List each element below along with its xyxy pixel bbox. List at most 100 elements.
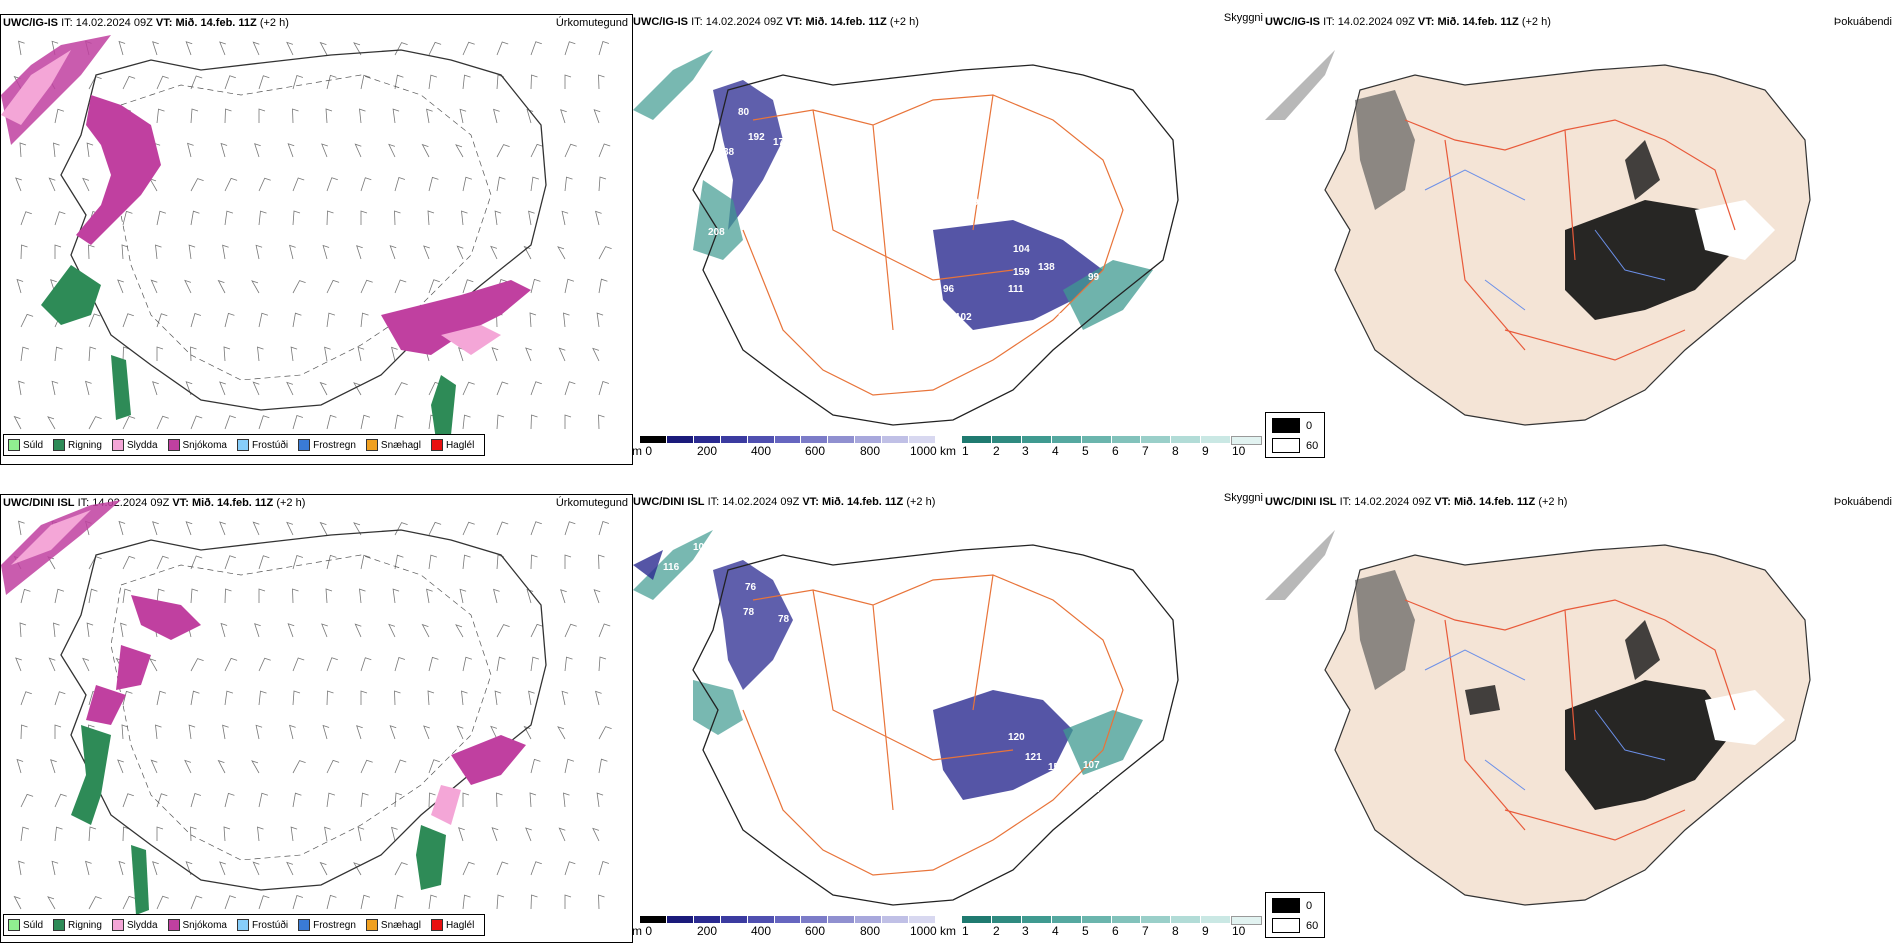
wind-barb bbox=[459, 108, 467, 124]
visibility-colorbar-cell bbox=[1231, 436, 1263, 445]
vt-value: Mið. 14.feb. 11Z bbox=[821, 496, 904, 508]
wind-barb bbox=[598, 246, 612, 260]
fog-panel-bottom: UWC/DINI ISL IT: 14.02.2024 09Z VT: Mið.… bbox=[1265, 494, 1900, 941]
ceiling-colorbar-cell bbox=[693, 436, 721, 443]
wind-barb bbox=[428, 759, 440, 774]
precip-panel-bottom: UWC/DINI ISL IT: 14.02.2024 09Z VT: Mið.… bbox=[0, 494, 633, 943]
wind-barb bbox=[152, 861, 159, 876]
ceiling-label: 96 bbox=[943, 284, 955, 295]
wind-barb bbox=[224, 177, 238, 192]
tick-label: 600 bbox=[805, 924, 826, 938]
wind-barb bbox=[155, 244, 162, 260]
ceiling-label: 607 bbox=[773, 657, 790, 668]
model-name: UWC/DINI ISL bbox=[633, 496, 705, 508]
wind-barb bbox=[258, 690, 267, 706]
wind-barb bbox=[530, 143, 544, 158]
wind-barb bbox=[558, 347, 566, 362]
unit-label: km bbox=[940, 924, 956, 938]
legend-label: Frostúði bbox=[251, 919, 289, 931]
wind-barb bbox=[598, 860, 610, 876]
wind-barb bbox=[356, 725, 363, 740]
visibility-colorbar-cell bbox=[962, 436, 992, 443]
wind-barb bbox=[564, 861, 576, 876]
tick-label: 8 bbox=[1172, 444, 1179, 458]
wind-barb bbox=[258, 312, 269, 328]
visibility-map: 192 175 80 88 76 254 208 138 159 111 99 … bbox=[633, 50, 1179, 426]
wind-barb bbox=[292, 414, 304, 430]
wind-barb bbox=[18, 860, 25, 876]
wind-barb bbox=[150, 759, 158, 774]
wind-barb bbox=[428, 554, 438, 570]
wind-barb bbox=[391, 826, 398, 842]
tick-label: 4 bbox=[1052, 444, 1059, 458]
wind-barb bbox=[217, 759, 226, 774]
wind-barb bbox=[326, 759, 340, 774]
wind-barb bbox=[496, 41, 509, 56]
wind-barb bbox=[47, 896, 56, 910]
wind-barb bbox=[252, 521, 260, 536]
wind-barb bbox=[353, 862, 362, 876]
ceiling-label: 192 bbox=[748, 132, 765, 143]
panel-header: UWC/DINI ISL IT: 14.02.2024 09Z VT: Mið.… bbox=[1265, 494, 1900, 510]
visibility-panel-top: UWC/IG-IS IT: 14.02.2024 09Z VT: Mið. 14… bbox=[633, 12, 1263, 463]
wind-barb bbox=[598, 380, 610, 396]
wind-barb bbox=[529, 312, 537, 328]
wind-barb bbox=[428, 176, 439, 192]
wind-barb bbox=[496, 792, 503, 808]
wind-barb bbox=[530, 74, 538, 90]
precip-legend-item-6: Snæhagl bbox=[365, 439, 421, 451]
wind-barb bbox=[496, 894, 505, 910]
wind-barb bbox=[184, 279, 192, 294]
wind-barb bbox=[190, 75, 203, 90]
wind-barb bbox=[360, 414, 371, 430]
ceiling-colorbar-cell bbox=[720, 916, 748, 923]
wind-barb bbox=[421, 143, 430, 158]
wind-barb bbox=[356, 245, 363, 260]
legend-swatch bbox=[430, 919, 443, 931]
precip-legend-item-0: Súld bbox=[8, 919, 43, 931]
wind-barb bbox=[122, 415, 136, 430]
wind-barb bbox=[325, 108, 333, 124]
lead-time: (+2 h) bbox=[906, 496, 936, 508]
legend-swatch bbox=[236, 919, 249, 931]
fog-panel-top: UWC/IG-IS IT: 14.02.2024 09Z VT: Mið. 14… bbox=[1265, 14, 1900, 463]
wind-barb bbox=[391, 346, 398, 362]
panel-header: UWC/IG-IS IT: 14.02.2024 09Z VT: Mið. 14… bbox=[1265, 14, 1900, 30]
wind-barb bbox=[592, 827, 600, 842]
wind-barb bbox=[326, 690, 334, 706]
wind-barb bbox=[596, 792, 604, 808]
wind-barb bbox=[122, 826, 130, 842]
wind-barb bbox=[558, 827, 566, 842]
ceiling-label: 184 bbox=[1058, 312, 1075, 323]
tick-label: 2 bbox=[993, 444, 1000, 458]
precip-legend: Súld Rigning Slydda Snjókoma Frostúði Fr… bbox=[3, 434, 486, 456]
wind-barb bbox=[51, 860, 59, 876]
ceiling-label: 107 bbox=[1083, 760, 1100, 771]
wind-barb bbox=[564, 74, 572, 89]
legend-swatch bbox=[298, 919, 311, 931]
wind-barb bbox=[462, 792, 470, 807]
ceiling-colorbar-cell bbox=[882, 916, 910, 923]
wind-barb bbox=[428, 41, 442, 56]
ceiling-label: 208 bbox=[708, 227, 725, 238]
wind-barb bbox=[530, 861, 542, 876]
wind-barb bbox=[598, 520, 610, 536]
wind-barb bbox=[360, 759, 373, 774]
wind-barb bbox=[360, 74, 371, 90]
wind-barb bbox=[564, 623, 577, 638]
precip-legend-item-4: Frostúði bbox=[236, 439, 288, 451]
wind-barb bbox=[321, 143, 328, 158]
wind-barb bbox=[530, 894, 538, 910]
tick-label: 800 bbox=[860, 444, 881, 458]
wind-barb bbox=[156, 793, 168, 808]
ceiling-colorbar-cell bbox=[774, 436, 802, 443]
wind-barb bbox=[219, 521, 226, 536]
ceiling-label: 78 bbox=[743, 607, 755, 618]
tick-label: 800 bbox=[860, 924, 881, 938]
wind-barb bbox=[530, 554, 538, 570]
wind-barb bbox=[596, 312, 604, 328]
wind-barb bbox=[88, 826, 97, 842]
wind-barb bbox=[15, 177, 22, 192]
wind-barb bbox=[252, 861, 260, 876]
wind-barb bbox=[18, 380, 25, 396]
